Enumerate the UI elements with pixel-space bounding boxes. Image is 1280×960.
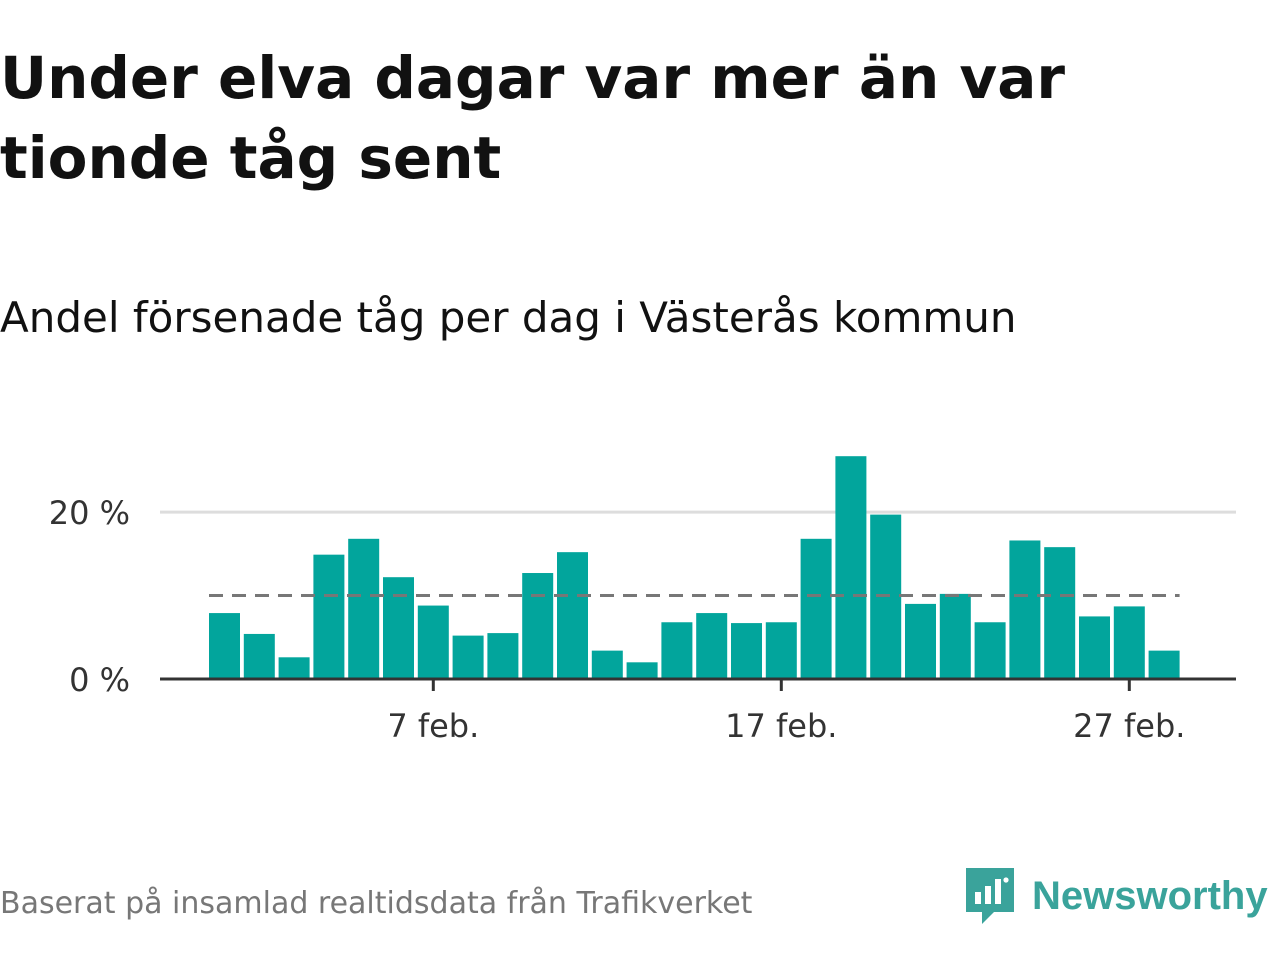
bar — [417, 605, 449, 679]
bar — [1113, 606, 1145, 679]
chart-title: Under elva dagar var mer än var tionde t… — [0, 44, 1065, 192]
bar — [731, 623, 762, 679]
bar — [383, 577, 414, 679]
bar — [487, 633, 519, 679]
bar — [522, 573, 554, 679]
bar — [1044, 547, 1076, 679]
bar — [939, 593, 971, 679]
bar — [661, 622, 693, 679]
y-tick-label: 20 % — [49, 494, 130, 532]
x-tick-label: 17 feb. — [725, 707, 837, 745]
bars — [209, 456, 1180, 679]
bar — [1079, 616, 1110, 679]
bar — [835, 456, 867, 679]
bar — [278, 657, 310, 679]
y-tick-label: 0 % — [69, 661, 130, 699]
bar — [313, 554, 345, 679]
bar — [1009, 540, 1041, 679]
bar — [348, 538, 380, 679]
bar — [696, 613, 728, 679]
x-tick-label: 27 feb. — [1073, 707, 1185, 745]
brand: Newsworthy — [964, 866, 1268, 926]
bar — [591, 650, 623, 679]
bar — [974, 622, 1006, 679]
bar — [1148, 650, 1180, 679]
source-note: Baserat på insamlad realtidsdata från Tr… — [0, 886, 753, 921]
newsworthy-logo-icon — [966, 868, 1014, 924]
bar — [905, 603, 936, 679]
bar — [243, 633, 275, 679]
bar — [626, 662, 658, 679]
bar — [452, 635, 484, 679]
chart-subtitle: Andel försenade tåg per dag i Västerås k… — [0, 293, 1017, 342]
bar — [209, 613, 240, 679]
brand-name: Newsworthy — [1032, 873, 1268, 918]
bar — [800, 538, 832, 679]
bar — [765, 622, 797, 679]
x-tick-label: 7 feb. — [387, 707, 479, 745]
bar-chart: 0 % 20 % 7 feb. 17 feb. 27 feb. — [49, 456, 1236, 745]
bar — [557, 552, 588, 679]
axes: 0 % 20 % 7 feb. 17 feb. 27 feb. — [49, 494, 1236, 745]
